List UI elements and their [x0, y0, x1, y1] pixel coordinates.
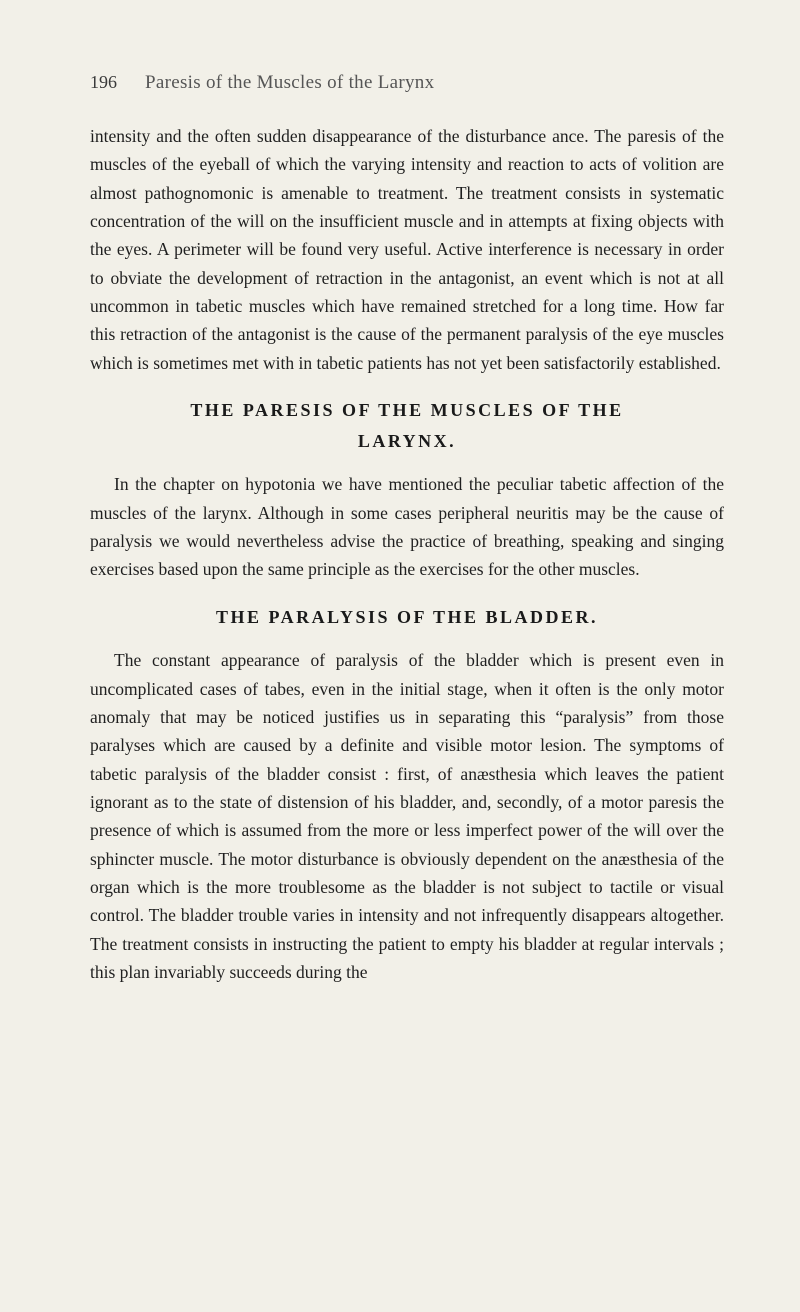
section-heading-bladder: THE PARALYSIS OF THE BLADDER.	[90, 602, 724, 633]
heading-line: LARYNX.	[90, 426, 724, 457]
heading-line: THE PARESIS OF THE MUSCLES OF THE	[190, 400, 623, 420]
body-paragraph: In the chapter on hypotonia we have ment…	[90, 470, 724, 583]
body-paragraph: intensity and the often sudden disappear…	[90, 122, 724, 377]
page-number: 196	[90, 72, 117, 93]
body-paragraph: The constant appearance of paralysis of …	[90, 646, 724, 986]
running-title: Paresis of the Muscles of the Larynx	[145, 72, 434, 94]
page-header: 196 Paresis of the Muscles of the Larynx	[90, 72, 724, 94]
section-heading-larynx: THE PARESIS OF THE MUSCLES OF THE LARYNX…	[90, 395, 724, 456]
